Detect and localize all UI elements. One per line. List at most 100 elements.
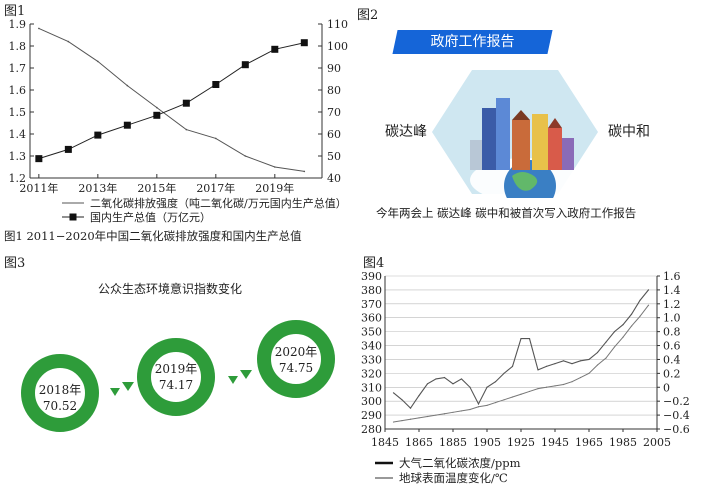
fig4-label: 图4: [363, 256, 385, 271]
y-left-tick-label: 280: [361, 423, 382, 436]
point-co2: [401, 420, 403, 422]
report-banner-text: 政府工作报告: [430, 34, 515, 50]
y-left-tick-label: 1.2: [9, 172, 27, 185]
point-temperature: [545, 365, 548, 368]
point-co2: [452, 411, 454, 413]
y-right-tick-label: 0: [663, 381, 670, 394]
point-emission-intensity: [303, 170, 306, 173]
point-co2: [443, 413, 446, 415]
point-co2: [579, 376, 582, 379]
ring-2020-value: 74.75: [278, 360, 314, 375]
ring-2018-value: 70.52: [42, 398, 78, 413]
x-tick-label: 1945: [541, 436, 569, 449]
y-left-tick-label: 360: [361, 312, 382, 325]
point-temperature: [460, 378, 463, 380]
point-emission-intensity: [244, 155, 247, 157]
y-left-tick-label: 300: [361, 395, 382, 408]
point-co2: [477, 406, 480, 408]
point-co2: [647, 304, 650, 306]
fig1-caption: 图1 2011−2020年中国二氧化碳排放强度和国内生产总值: [4, 229, 302, 243]
series-line-gdp: [38, 42, 305, 160]
point-co2: [613, 346, 616, 348]
point-temperature: [588, 358, 590, 361]
point-gdp: [241, 61, 249, 69]
y-right-tick-label: 0.2: [663, 367, 681, 380]
y-right-tick-label: 80: [327, 84, 341, 97]
point-temperature: [511, 365, 514, 368]
y-left-tick-label: 1.4: [9, 128, 27, 141]
series-line-co2: [393, 304, 649, 423]
ring-2018-text: 2018年 70.52: [21, 383, 99, 414]
y-left-tick-label: 1.8: [9, 40, 27, 53]
point-temperature: [392, 392, 395, 394]
point-gdp: [64, 145, 72, 153]
x-tick-label: 1985: [609, 436, 637, 449]
x-tick-label: 1905: [473, 436, 501, 449]
point-co2: [537, 388, 539, 390]
legend-marker-gdp: [69, 213, 77, 221]
y-right-tick-label: 1.2: [663, 298, 681, 311]
point-gdp: [300, 39, 308, 47]
legend-label-co2: 大气二氧化碳浓度/ppm: [399, 456, 521, 470]
y-left-tick-label: 290: [361, 409, 382, 422]
point-co2: [622, 336, 624, 338]
fig3-title: 公众生态环境意识指数变化: [98, 282, 243, 296]
y-left-tick-label: 370: [361, 298, 382, 311]
ring-2020-text: 2020年 74.75: [257, 345, 335, 376]
point-temperature: [520, 337, 522, 340]
arrow-triangles-1: [110, 382, 134, 396]
x-tick-label: 1865: [405, 436, 433, 449]
y-right-tick-label: 1.4: [663, 284, 681, 297]
point-co2: [460, 410, 463, 412]
point-co2: [545, 386, 548, 388]
point-emission-intensity: [274, 166, 276, 168]
fig2-caption: 今年两会上 碳达峰 碳中和被首次写入政府工作报告: [376, 206, 637, 220]
y-right-tick-label: −0.6: [663, 423, 690, 436]
y-left-tick-label: 1.6: [9, 84, 27, 97]
x-tick-label: 2013年: [78, 181, 117, 195]
y-right-tick-label: −0.4: [663, 409, 690, 422]
y-right-tick-label: 90: [327, 62, 341, 75]
point-emission-intensity: [126, 84, 129, 87]
point-co2: [486, 404, 488, 406]
point-temperature: [469, 386, 471, 388]
fig3-label: 图3: [4, 256, 26, 271]
point-gdp: [182, 99, 190, 107]
y-left-tick-label: 330: [361, 353, 382, 366]
ring-2019-text: 2019年 74.17: [137, 362, 215, 393]
y-right-tick-label: 50: [327, 150, 341, 163]
triangle-icon: [122, 382, 134, 391]
y-left-tick-label: 350: [361, 326, 382, 339]
point-temperature: [477, 403, 480, 405]
legend-label-temperature: 地球表面温度变化/℃: [399, 471, 508, 485]
carbon-peak-text: 碳达峰: [385, 124, 427, 140]
point-co2: [418, 417, 420, 419]
y-left-tick-label: 390: [361, 270, 382, 283]
x-tick-label: 1845: [371, 436, 399, 449]
x-tick-label: 1925: [507, 436, 535, 449]
point-emission-intensity: [156, 106, 158, 109]
point-co2: [392, 421, 395, 423]
point-emission-intensity: [38, 27, 40, 30]
point-emission-intensity: [67, 40, 70, 43]
point-co2: [426, 415, 429, 418]
point-co2: [503, 399, 505, 401]
point-temperature: [630, 313, 633, 315]
point-emission-intensity: [215, 137, 217, 140]
y-right-tick-label: 70: [327, 106, 341, 119]
point-temperature: [426, 383, 429, 385]
y-left-tick-label: 1.9: [9, 18, 27, 31]
point-temperature: [409, 407, 412, 409]
point-temperature: [554, 363, 556, 365]
series-line-emission-intensity: [38, 27, 305, 172]
x-tick-label: 2005: [643, 436, 671, 449]
x-tick-label: 1965: [575, 436, 603, 449]
point-temperature: [622, 324, 624, 326]
point-gdp: [35, 155, 43, 163]
point-gdp: [94, 131, 102, 139]
y-left-tick-label: 1.5: [9, 106, 27, 119]
point-temperature: [579, 360, 582, 362]
point-co2: [409, 418, 412, 420]
y-right-tick-label: 100: [327, 40, 348, 53]
